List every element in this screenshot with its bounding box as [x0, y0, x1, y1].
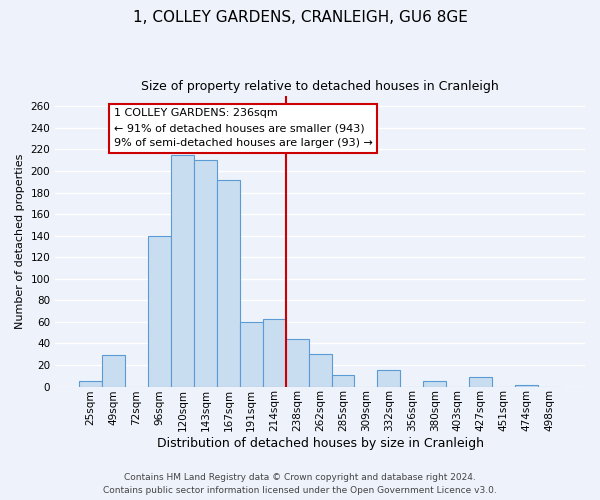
X-axis label: Distribution of detached houses by size in Cranleigh: Distribution of detached houses by size …: [157, 437, 484, 450]
Bar: [332, 374, 355, 386]
Bar: [148, 236, 171, 386]
Bar: [194, 160, 217, 386]
Bar: [308, 354, 332, 386]
Bar: [469, 377, 492, 386]
Bar: [171, 155, 194, 386]
Text: 1 COLLEY GARDENS: 236sqm
← 91% of detached houses are smaller (943)
9% of semi-d: 1 COLLEY GARDENS: 236sqm ← 91% of detach…: [113, 108, 373, 148]
Bar: [217, 180, 240, 386]
Title: Size of property relative to detached houses in Cranleigh: Size of property relative to detached ho…: [141, 80, 499, 93]
Bar: [377, 370, 400, 386]
Bar: [79, 381, 102, 386]
Y-axis label: Number of detached properties: Number of detached properties: [15, 154, 25, 328]
Bar: [240, 322, 263, 386]
Bar: [423, 381, 446, 386]
Text: 1, COLLEY GARDENS, CRANLEIGH, GU6 8GE: 1, COLLEY GARDENS, CRANLEIGH, GU6 8GE: [133, 10, 467, 25]
Bar: [286, 339, 308, 386]
Bar: [263, 318, 286, 386]
Text: Contains HM Land Registry data © Crown copyright and database right 2024.
Contai: Contains HM Land Registry data © Crown c…: [103, 474, 497, 495]
Bar: [102, 356, 125, 386]
